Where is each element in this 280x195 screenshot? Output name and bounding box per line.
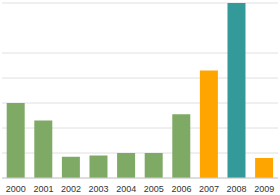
svg-text:2002: 2002: [61, 184, 81, 194]
svg-text:2003: 2003: [89, 184, 109, 194]
svg-text:2009: 2009: [254, 184, 272, 194]
svg-text:2001: 2001: [33, 184, 53, 194]
svg-text:2005: 2005: [144, 184, 164, 194]
svg-text:2004: 2004: [116, 184, 136, 194]
svg-text:2000: 2000: [8, 184, 26, 194]
svg-text:2006: 2006: [171, 184, 191, 194]
svg-text:2008: 2008: [227, 184, 247, 194]
svg-text:2007: 2007: [199, 184, 219, 194]
